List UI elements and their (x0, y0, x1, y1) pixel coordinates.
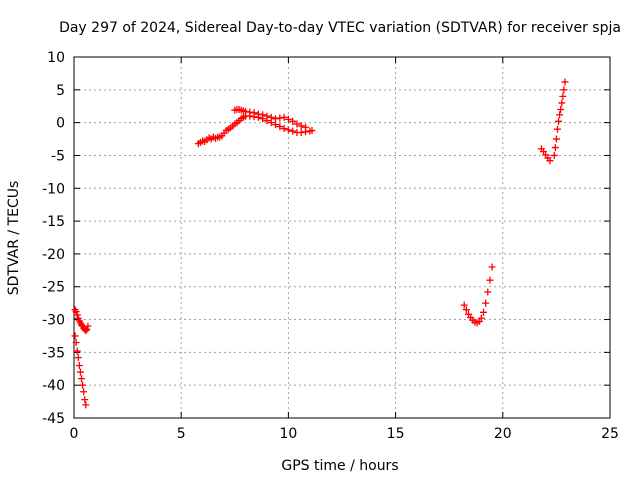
x-tick-label: 0 (70, 426, 79, 442)
data-point (76, 368, 84, 376)
y-tick-label: -25 (42, 280, 65, 296)
data-point (289, 117, 297, 125)
data-point (480, 308, 488, 316)
data-point (81, 396, 89, 404)
data-point (73, 347, 81, 355)
data-point (477, 314, 485, 322)
data-point (557, 106, 565, 114)
x-tick-label: 15 (387, 426, 405, 442)
y-tick-label: -45 (42, 411, 65, 427)
data-point (284, 126, 292, 134)
data-point (263, 112, 271, 120)
data-point (276, 123, 284, 131)
data-point (79, 381, 87, 389)
y-tick-label: -40 (42, 378, 65, 394)
data-point (246, 108, 254, 116)
y-axis-ticks: 10 5 0 -5 -10 -15 -20 -25 -30 -35 -40 -45 (42, 50, 610, 427)
data-point (84, 322, 92, 330)
data-point (552, 135, 560, 143)
data-point (302, 123, 310, 131)
data-point (71, 332, 79, 340)
data-point (297, 128, 305, 136)
data-point (555, 117, 563, 125)
data-point (482, 299, 490, 307)
y-tick-label: -10 (42, 181, 65, 197)
data-point (72, 339, 80, 347)
data-point (308, 127, 316, 135)
x-tick-label: 25 (601, 426, 619, 442)
data-points (71, 78, 569, 409)
data-point (546, 157, 554, 165)
data-point (560, 86, 568, 94)
data-point (73, 311, 81, 319)
data-point (83, 325, 91, 333)
data-point (289, 127, 297, 135)
x-axis-ticks: 0 5 10 15 20 25 (70, 57, 619, 442)
data-point (78, 375, 86, 383)
data-point (272, 115, 280, 123)
data-point (297, 122, 305, 130)
x-tick-label: 10 (279, 426, 297, 442)
y-tick-label: -15 (42, 214, 65, 230)
grid (74, 57, 610, 418)
y-tick-label: -30 (42, 313, 65, 329)
plot-frame (73, 56, 611, 419)
data-point (75, 361, 83, 369)
data-point (80, 388, 88, 396)
data-point (460, 301, 468, 309)
y-axis-label: SDTVAR / TECUs (6, 181, 22, 296)
x-axis-label: GPS time / hours (281, 458, 398, 474)
x-tick-label: 20 (494, 426, 512, 442)
data-point (558, 99, 566, 107)
data-point (293, 120, 301, 128)
y-tick-label: -35 (42, 345, 65, 361)
data-point (550, 151, 558, 159)
y-tick-label: 10 (47, 50, 65, 66)
data-point (259, 111, 267, 119)
data-point (559, 92, 567, 100)
data-point (272, 121, 280, 129)
data-point (486, 276, 494, 284)
data-point (72, 308, 80, 316)
data-point (484, 288, 492, 296)
data-point (250, 109, 258, 117)
data-point (551, 144, 559, 152)
data-point (280, 125, 288, 133)
data-point (561, 78, 569, 86)
y-tick-label: 0 (56, 116, 65, 132)
data-point (82, 401, 90, 409)
data-point (82, 327, 90, 335)
chart-title: Day 297 of 2024, Sidereal Day-to-day VTE… (59, 20, 621, 36)
data-point (553, 125, 561, 133)
data-point (284, 115, 292, 123)
y-tick-label: 5 (56, 83, 65, 99)
y-tick-label: -5 (51, 148, 65, 164)
y-tick-label: -20 (42, 247, 65, 263)
x-tick-label: 5 (177, 426, 186, 442)
data-point (280, 113, 288, 121)
data-point (254, 110, 262, 118)
data-point (276, 114, 284, 122)
data-point (488, 263, 496, 271)
data-point (267, 113, 275, 121)
data-point (242, 107, 250, 115)
data-point (74, 354, 82, 362)
data-point (462, 306, 470, 314)
data-point (556, 111, 564, 119)
